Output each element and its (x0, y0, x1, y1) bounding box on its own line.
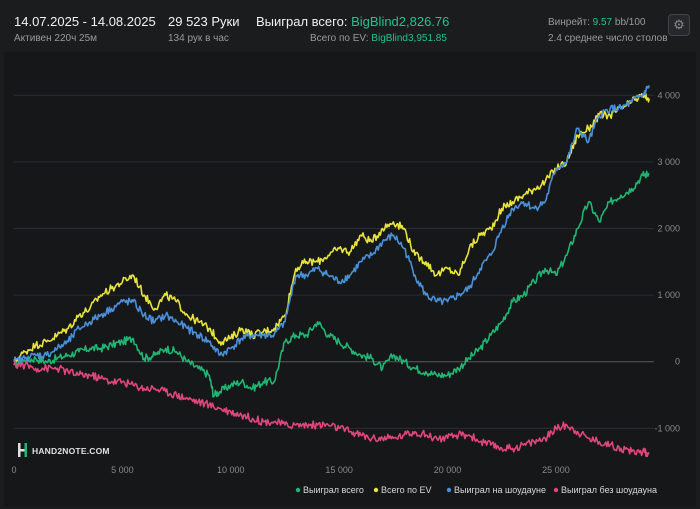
hands-count: 29 523 Руки (168, 14, 240, 29)
legend-dot-2 (446, 487, 452, 493)
ev-value: BigBlind3,951.85 (371, 33, 447, 44)
legend-dot-3 (553, 487, 559, 493)
legend-dot-0 (295, 487, 301, 493)
y-tick-label: 3 000 (657, 157, 680, 167)
summary-header: 14.07.2025 - 14.08.2025 Активен 220ч 25м… (0, 0, 700, 50)
logo-mark-right (24, 443, 27, 457)
legend-label-0[interactable]: Выиграл всего (303, 485, 364, 495)
y-tick-label: -1 000 (654, 423, 680, 433)
winrate: Винрейт: 9.57 bb/100 (548, 17, 645, 28)
series-line-2 (13, 85, 650, 365)
y-tick-label: 4 000 (657, 90, 680, 100)
x-tick-label: 5 000 (111, 465, 134, 475)
series-lines (13, 85, 650, 458)
gear-icon[interactable]: ⚙ (668, 14, 690, 36)
series-line-1 (13, 92, 650, 362)
series-line-3 (13, 360, 650, 458)
logo-text: HAND2NOTE.COM (32, 446, 110, 456)
winrate-unit: bb/100 (614, 17, 646, 28)
profit-graph: 4 000 3 000 2 000 1 000 0 -1 000 0 5 000 10 000… (11, 85, 680, 495)
ev-label: Всего по EV: (310, 33, 369, 44)
chart-panel: 4 000 3 000 2 000 1 000 0 -1 000 0 5 000 10 000… (4, 52, 696, 507)
won-label: Выиграл всего: (256, 14, 348, 29)
x-tick-label: 20 000 (434, 465, 462, 475)
winrate-value: 9.57 (592, 17, 613, 28)
x-tick-label: 10 000 (217, 465, 245, 475)
avg-tables: 2.4 среднее число столов (548, 33, 668, 44)
x-tick-label: 0 (11, 465, 16, 475)
date-range: 14.07.2025 - 14.08.2025 (14, 14, 156, 29)
grid-lines (14, 94, 654, 429)
winrate-label: Винрейт: (548, 17, 590, 28)
series-line-0 (13, 170, 650, 398)
y-tick-label: 0 (675, 357, 680, 367)
x-tick-label: 25 000 (542, 465, 570, 475)
chart-legend: Выиграл всего Всего по EV Выиграл на шоуда… (295, 485, 657, 495)
won-value: BigBlind2,826.76 (351, 14, 450, 29)
brand-logo: HAND2NOTE.COM (18, 443, 110, 457)
legend-label-2[interactable]: Выиграл на шоудауне (454, 485, 546, 495)
y-tick-label: 1 000 (657, 290, 680, 300)
legend-label-1[interactable]: Всего по EV (381, 485, 431, 495)
y-tick-label: 2 000 (657, 224, 680, 234)
legend-label-3[interactable]: Выиграл без шоудауна (561, 485, 657, 495)
won-total: Выиграл всего: BigBlind2,826.76 (256, 14, 449, 29)
ev-total: Всего по EV: BigBlind3,951.85 (310, 33, 447, 44)
active-time: Активен 220ч 25м (14, 33, 98, 44)
y-axis-ticks: 4 000 3 000 2 000 1 000 0 -1 000 (654, 90, 680, 433)
logo-mark-bar (18, 449, 27, 452)
hands-per-hour: 134 рук в час (168, 33, 229, 44)
legend-dot-1 (373, 487, 379, 493)
x-tick-label: 15 000 (325, 465, 353, 475)
x-axis-ticks: 0 5 000 10 000 15 000 20 000 25 000 (11, 465, 569, 475)
